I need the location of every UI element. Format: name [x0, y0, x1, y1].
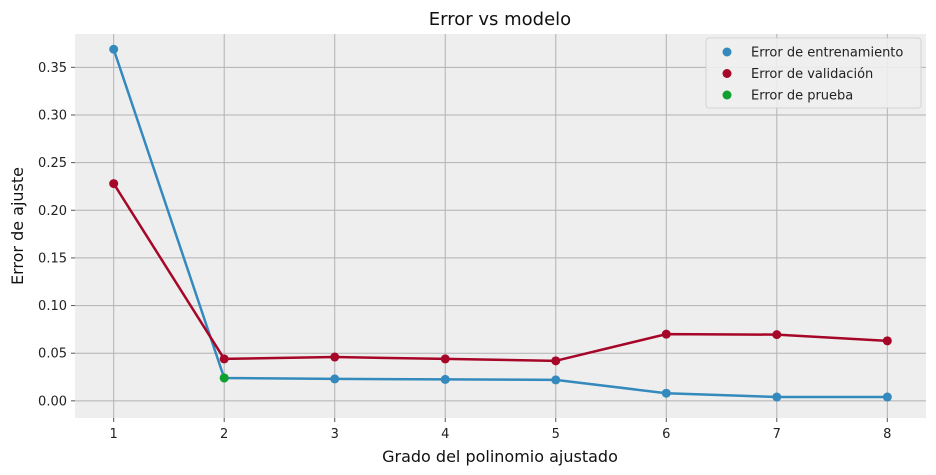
series-3-point — [219, 373, 229, 383]
y-axis-label: Error de ajuste — [8, 167, 27, 285]
x-tick-label: 2 — [220, 427, 228, 442]
series-1-point — [109, 44, 119, 54]
legend: Error de entrenamiento Error de validació… — [705, 37, 922, 109]
series-1-point — [330, 374, 340, 384]
series-2-point — [772, 330, 782, 340]
series-1-point — [661, 388, 671, 398]
x-tick-label: 4 — [441, 427, 449, 442]
series-2-point — [551, 356, 561, 366]
y-tick-label: 0.05 — [38, 347, 67, 362]
series-2-point — [330, 352, 340, 362]
y-tick-label: 0.10 — [38, 299, 67, 314]
y-tick-label: 0.00 — [38, 394, 67, 409]
series-1-point — [551, 375, 561, 385]
y-ticks: 0.00 0.05 0.10 0.15 0.20 0.25 0.30 0.35 — [38, 61, 75, 409]
legend-label-2: Error de validación — [751, 67, 873, 82]
legend-marker-1 — [722, 47, 732, 57]
x-ticks: 1 2 3 4 5 6 7 8 — [110, 418, 891, 442]
series-line-1 — [112, 48, 888, 399]
legend-label-1: Error de entrenamiento — [751, 46, 903, 61]
chart-title: Error vs modelo — [429, 9, 571, 30]
series-1-point — [440, 374, 450, 384]
legend-marker-3 — [722, 90, 732, 100]
y-tick-label: 0.25 — [38, 156, 67, 171]
series-1-point — [772, 392, 782, 402]
series-layer — [109, 44, 892, 402]
x-tick-label: 8 — [883, 427, 891, 442]
y-tick-label: 0.20 — [38, 204, 67, 219]
y-tick-label: 0.35 — [38, 61, 67, 76]
series-1-point — [882, 392, 892, 402]
series-2-point — [440, 354, 450, 364]
x-tick-label: 7 — [773, 427, 781, 442]
legend-marker-2 — [722, 69, 732, 78]
series-line-2 — [112, 182, 888, 363]
series-2-point — [661, 329, 671, 339]
x-tick-label: 1 — [110, 427, 118, 442]
legend-box — [705, 37, 922, 109]
x-tick-label: 6 — [662, 427, 670, 442]
x-tick-label: 3 — [331, 427, 339, 442]
series-2-point — [882, 336, 892, 346]
x-tick-label: 5 — [552, 427, 560, 442]
y-tick-label: 0.15 — [38, 251, 67, 266]
series-2-point — [109, 179, 119, 189]
legend-label-3: Error de prueba — [751, 89, 853, 104]
series-2-point — [219, 354, 229, 364]
x-axis-label: Grado del polinomio ajustado — [382, 447, 618, 466]
y-tick-label: 0.30 — [38, 108, 67, 123]
